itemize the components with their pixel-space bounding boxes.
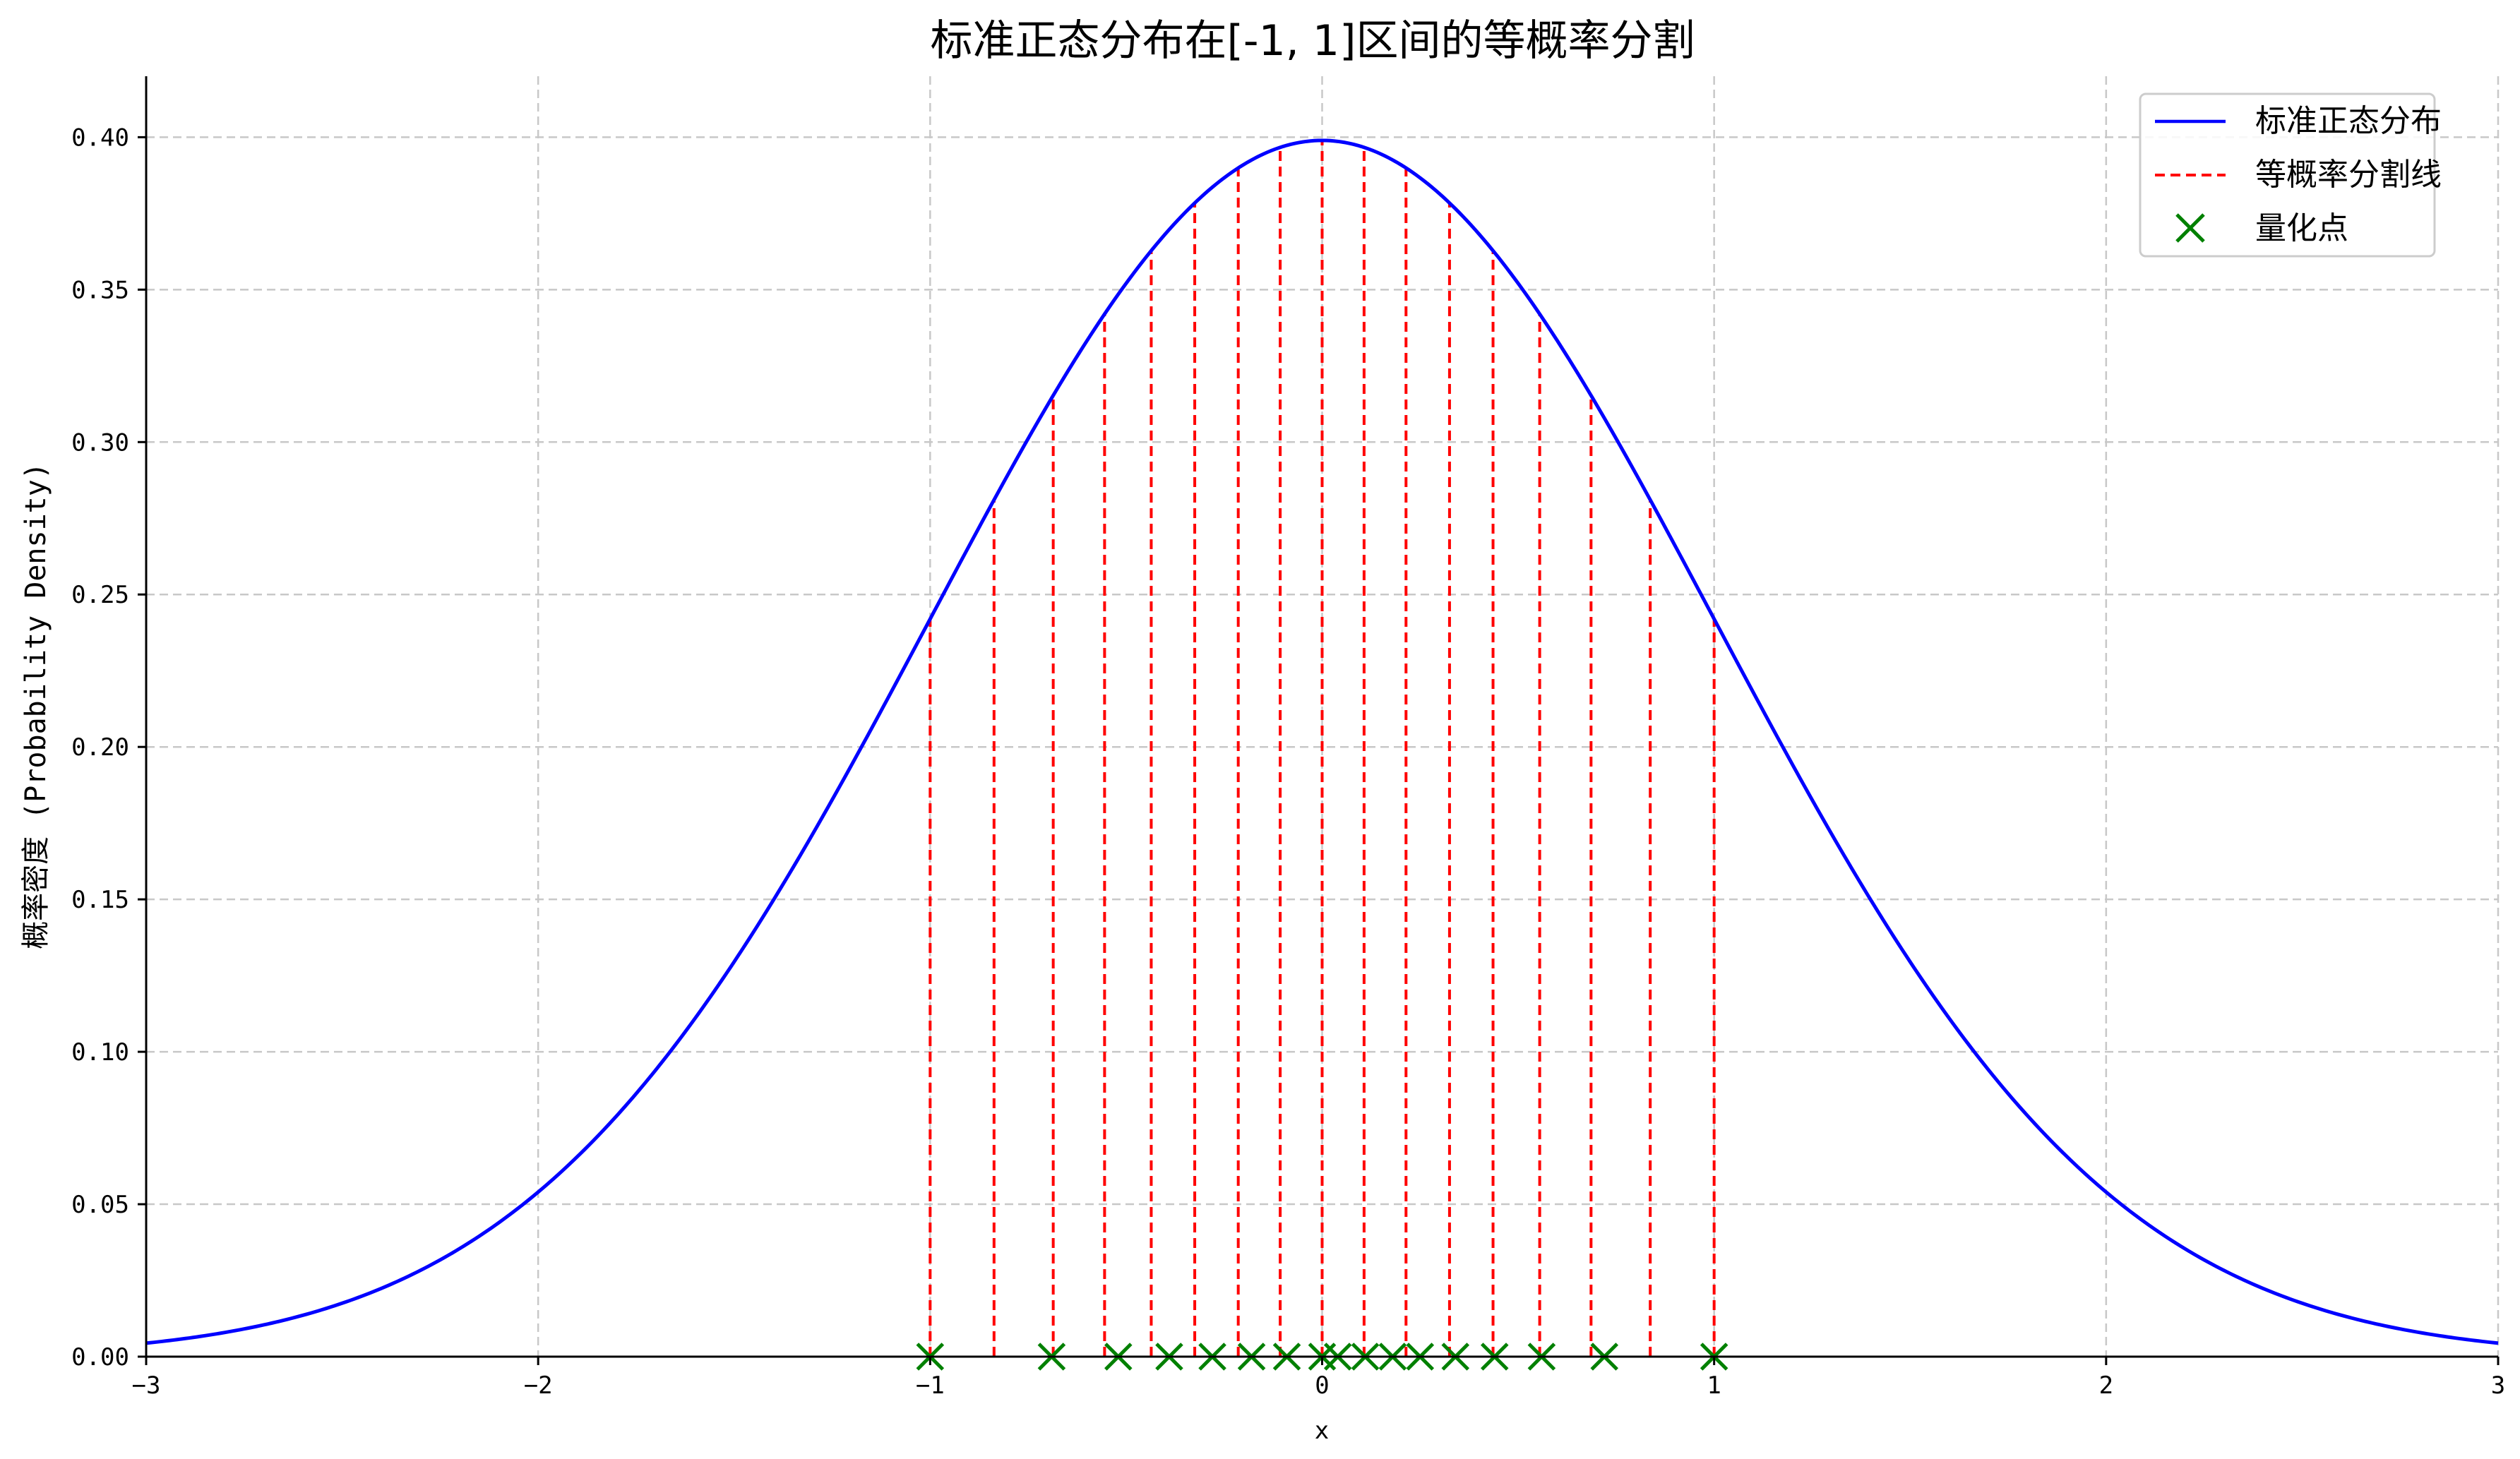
legend: 标准正态分布 等概率分割线 量化点	[2139, 92, 2442, 258]
x-tick-label: 1	[1707, 1371, 1721, 1400]
x-axis-label: x	[1315, 1417, 1329, 1445]
x-tick-label: 0	[1315, 1371, 1329, 1400]
partition-lines-layer	[928, 140, 1716, 1357]
legend-x-marker-swatch	[2175, 213, 2205, 243]
legend-label-quantization-points: 量化点	[2255, 210, 2348, 246]
x-tick-label: −2	[524, 1371, 553, 1400]
legend-label-partition-lines: 等概率分割线	[2255, 157, 2442, 193]
plot-area: −3 −2 −1 0 1 2 3 0.00 0.05 0.10 0.15 0.20 0.25 0.30 0.…	[71, 76, 2505, 1400]
y-tick-label: 0.00	[71, 1343, 129, 1371]
x-tick-label: 3	[2491, 1371, 2505, 1400]
axes-layer: −3 −2 −1 0 1 2 3 0.00 0.05 0.10 0.15 0.20 0.25 0.30 0.…	[71, 76, 2505, 1400]
x-tick-label: 2	[2099, 1371, 2113, 1400]
x-tick-label: −1	[916, 1371, 945, 1400]
chart-title: 标准正态分布在[-1, 1]区间的等概率分割	[931, 16, 1695, 66]
y-tick-label: 0.25	[71, 581, 129, 609]
y-tick-label: 0.35	[71, 276, 129, 304]
x-tick-label: −3	[132, 1371, 161, 1400]
y-tick-label: 0.40	[71, 124, 129, 152]
y-tick-label: 0.10	[71, 1038, 129, 1067]
y-tick-label: 0.30	[71, 428, 129, 457]
normal-pdf-curve	[145, 138, 2499, 1345]
y-tick-label: 0.05	[71, 1191, 129, 1219]
y-tick-label: 0.20	[71, 733, 129, 762]
legend-frame	[2139, 92, 2436, 258]
legend-label-normal-curve: 标准正态分布	[2255, 103, 2442, 139]
curve-layer	[145, 138, 2499, 1345]
y-axis-label: 概率密度 (Probability Density)	[20, 462, 52, 949]
y-tick-label: 0.15	[71, 886, 129, 914]
